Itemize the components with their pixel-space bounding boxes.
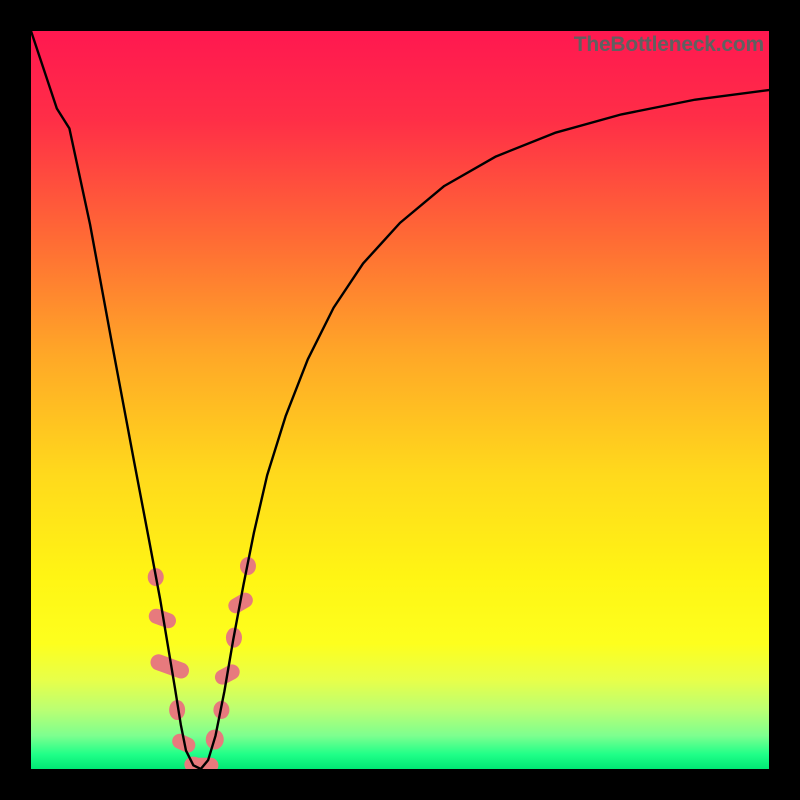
watermark-text: TheBottleneck.com <box>574 33 764 57</box>
curve-layer <box>31 31 769 769</box>
data-dots <box>147 557 256 769</box>
chart-frame: TheBottleneck.com <box>0 0 800 800</box>
bottleneck-curve <box>31 31 769 769</box>
plot-area <box>31 31 769 769</box>
